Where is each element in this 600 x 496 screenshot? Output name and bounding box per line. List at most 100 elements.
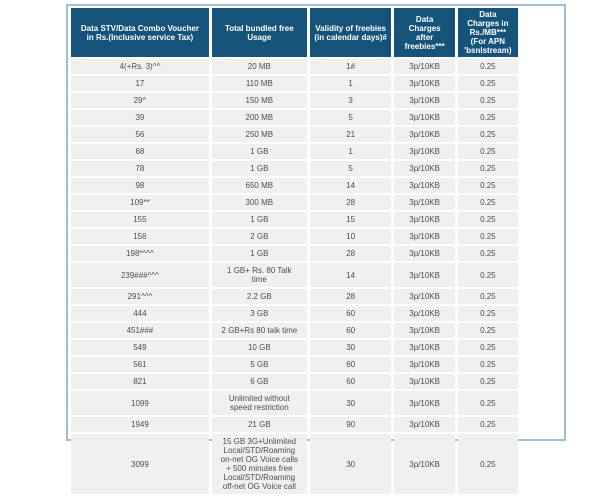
usage-cell: 1 GB [211,246,307,261]
table-row: 156 2 GB 10 3p/10KB 0.25 [71,229,518,244]
charges-mb-cell: 0.25 [457,76,518,91]
validity-cell: 5 [309,110,392,125]
charges-mb-cell: 0.25 [457,229,518,244]
validity-cell: 60 [309,374,392,389]
validity-cell: 10 [309,229,392,244]
voucher-cell: 451### [71,323,209,338]
usage-cell: 3 GB [211,306,307,321]
voucher-cell: 109** [71,195,209,210]
validity-cell: 60 [309,357,392,372]
charges-mb-cell: 0.25 [457,434,518,494]
table-row: 549 10 GB 30 3p/10KB 0.25 [71,340,518,355]
table-row: 1949 21 GB 90 3p/10KB 0.25 [71,417,518,432]
charges-mb-cell: 0.25 [457,417,518,432]
voucher-cell: 29^ [71,93,209,108]
voucher-cell: 3099 [71,434,209,494]
charges-after-cell: 3p/10KB [394,374,455,389]
validity-cell: 14 [309,263,392,287]
usage-cell: 10 GB [211,340,307,355]
validity-cell: 3 [309,93,392,108]
table-body: 4(+Rs. 3)^^ 20 MB 1# 3p/10KB 0.25 17 110 MB 1 3p… [71,59,518,494]
table-row: 291^^^ 2.2 GB 28 3p/10KB 0.25 [71,289,518,304]
charges-after-cell: 3p/10KB [394,76,455,91]
table-row: 39 200 MB 5 3p/10KB 0.25 [71,110,518,125]
validity-cell: 5 [309,161,392,176]
table-row: 451### 2 GB+Rs 80 talk time 60 3p/10KB 0.25 [71,323,518,338]
usage-cell: 21 GB [211,417,307,432]
charges-after-cell: 3p/10KB [394,357,455,372]
usage-cell: 15 GB 3G+Unlimited Local/STD/Roaming on-… [211,434,307,494]
column-header: Data Charges after freebies*** [394,8,455,57]
validity-cell: 90 [309,417,392,432]
table-row: 78 1 GB 5 3p/10KB 0.25 [71,161,518,176]
validity-cell: 28 [309,289,392,304]
charges-mb-cell: 0.25 [457,144,518,159]
column-header: Data STV/Data Combo Voucher in Rs.(Inclu… [71,8,209,57]
validity-cell: 28 [309,195,392,210]
table-row: 68 1 GB 1 3p/10KB 0.25 [71,144,518,159]
charges-after-cell: 3p/10KB [394,340,455,355]
charges-after-cell: 3p/10KB [394,144,455,159]
column-header: Data Charges in Rs./MB*** (For APN 'bsnl… [457,8,518,57]
charges-after-cell: 3p/10KB [394,263,455,287]
charges-after-cell: 3p/10KB [394,59,455,74]
validity-cell: 1# [309,59,392,74]
usage-cell: 1 GB+ Rs. 80 Talk time [211,263,307,287]
usage-cell: 6 GB [211,374,307,389]
charges-mb-cell: 0.25 [457,110,518,125]
usage-cell: Unlimited without speed restriction [211,391,307,415]
validity-cell: 60 [309,306,392,321]
charges-after-cell: 3p/10KB [394,161,455,176]
charges-mb-cell: 0.25 [457,306,518,321]
charges-mb-cell: 0.25 [457,340,518,355]
table-row: 198*^^^ 1 GB 28 3p/10KB 0.25 [71,246,518,261]
charges-after-cell: 3p/10KB [394,127,455,142]
usage-cell: 110 MB [211,76,307,91]
table-row: 29^ 150 MB 3 3p/10KB 0.25 [71,93,518,108]
charges-mb-cell: 0.25 [457,93,518,108]
validity-cell: 14 [309,178,392,193]
charges-after-cell: 3p/10KB [394,306,455,321]
voucher-cell: 549 [71,340,209,355]
data-voucher-tariff-table: Data STV/Data Combo Voucher in Rs.(Inclu… [68,6,521,496]
voucher-cell: 98 [71,178,209,193]
voucher-cell: 198*^^^ [71,246,209,261]
charges-after-cell: 3p/10KB [394,391,455,415]
charges-mb-cell: 0.25 [457,212,518,227]
charges-mb-cell: 0.25 [457,391,518,415]
validity-cell: 30 [309,434,392,494]
table-row: 56 250 MB 21 3p/10KB 0.25 [71,127,518,142]
voucher-cell: 4(+Rs. 3)^^ [71,59,209,74]
usage-cell: 5 GB [211,357,307,372]
usage-cell: 1 GB [211,212,307,227]
charges-after-cell: 3p/10KB [394,417,455,432]
table-row: 17 110 MB 1 3p/10KB 0.25 [71,76,518,91]
column-header: Total bundled free Usage [211,8,307,57]
voucher-cell: 821 [71,374,209,389]
validity-cell: 30 [309,340,392,355]
charges-mb-cell: 0.25 [457,161,518,176]
usage-cell: 2 GB+Rs 80 talk time [211,323,307,338]
charges-after-cell: 3p/10KB [394,434,455,494]
charges-after-cell: 3p/10KB [394,323,455,338]
table-row: 444 3 GB 60 3p/10KB 0.25 [71,306,518,321]
voucher-cell: 155 [71,212,209,227]
voucher-cell: 239###^^^ [71,263,209,287]
usage-cell: 200 MB [211,110,307,125]
usage-cell: 300 MB [211,195,307,210]
validity-cell: 21 [309,127,392,142]
voucher-cell: 1099 [71,391,209,415]
charges-after-cell: 3p/10KB [394,229,455,244]
voucher-cell: 39 [71,110,209,125]
voucher-cell: 444 [71,306,209,321]
tariff-table-container: Data STV/Data Combo Voucher in Rs.(Inclu… [66,4,566,494]
charges-mb-cell: 0.25 [457,178,518,193]
usage-cell: 2 GB [211,229,307,244]
charges-after-cell: 3p/10KB [394,93,455,108]
charges-after-cell: 3p/10KB [394,246,455,261]
charges-mb-cell: 0.25 [457,127,518,142]
validity-cell: 28 [309,246,392,261]
voucher-cell: 1949 [71,417,209,432]
usage-cell: 1 GB [211,161,307,176]
table-row: 561 5 GB 60 3p/10KB 0.25 [71,357,518,372]
